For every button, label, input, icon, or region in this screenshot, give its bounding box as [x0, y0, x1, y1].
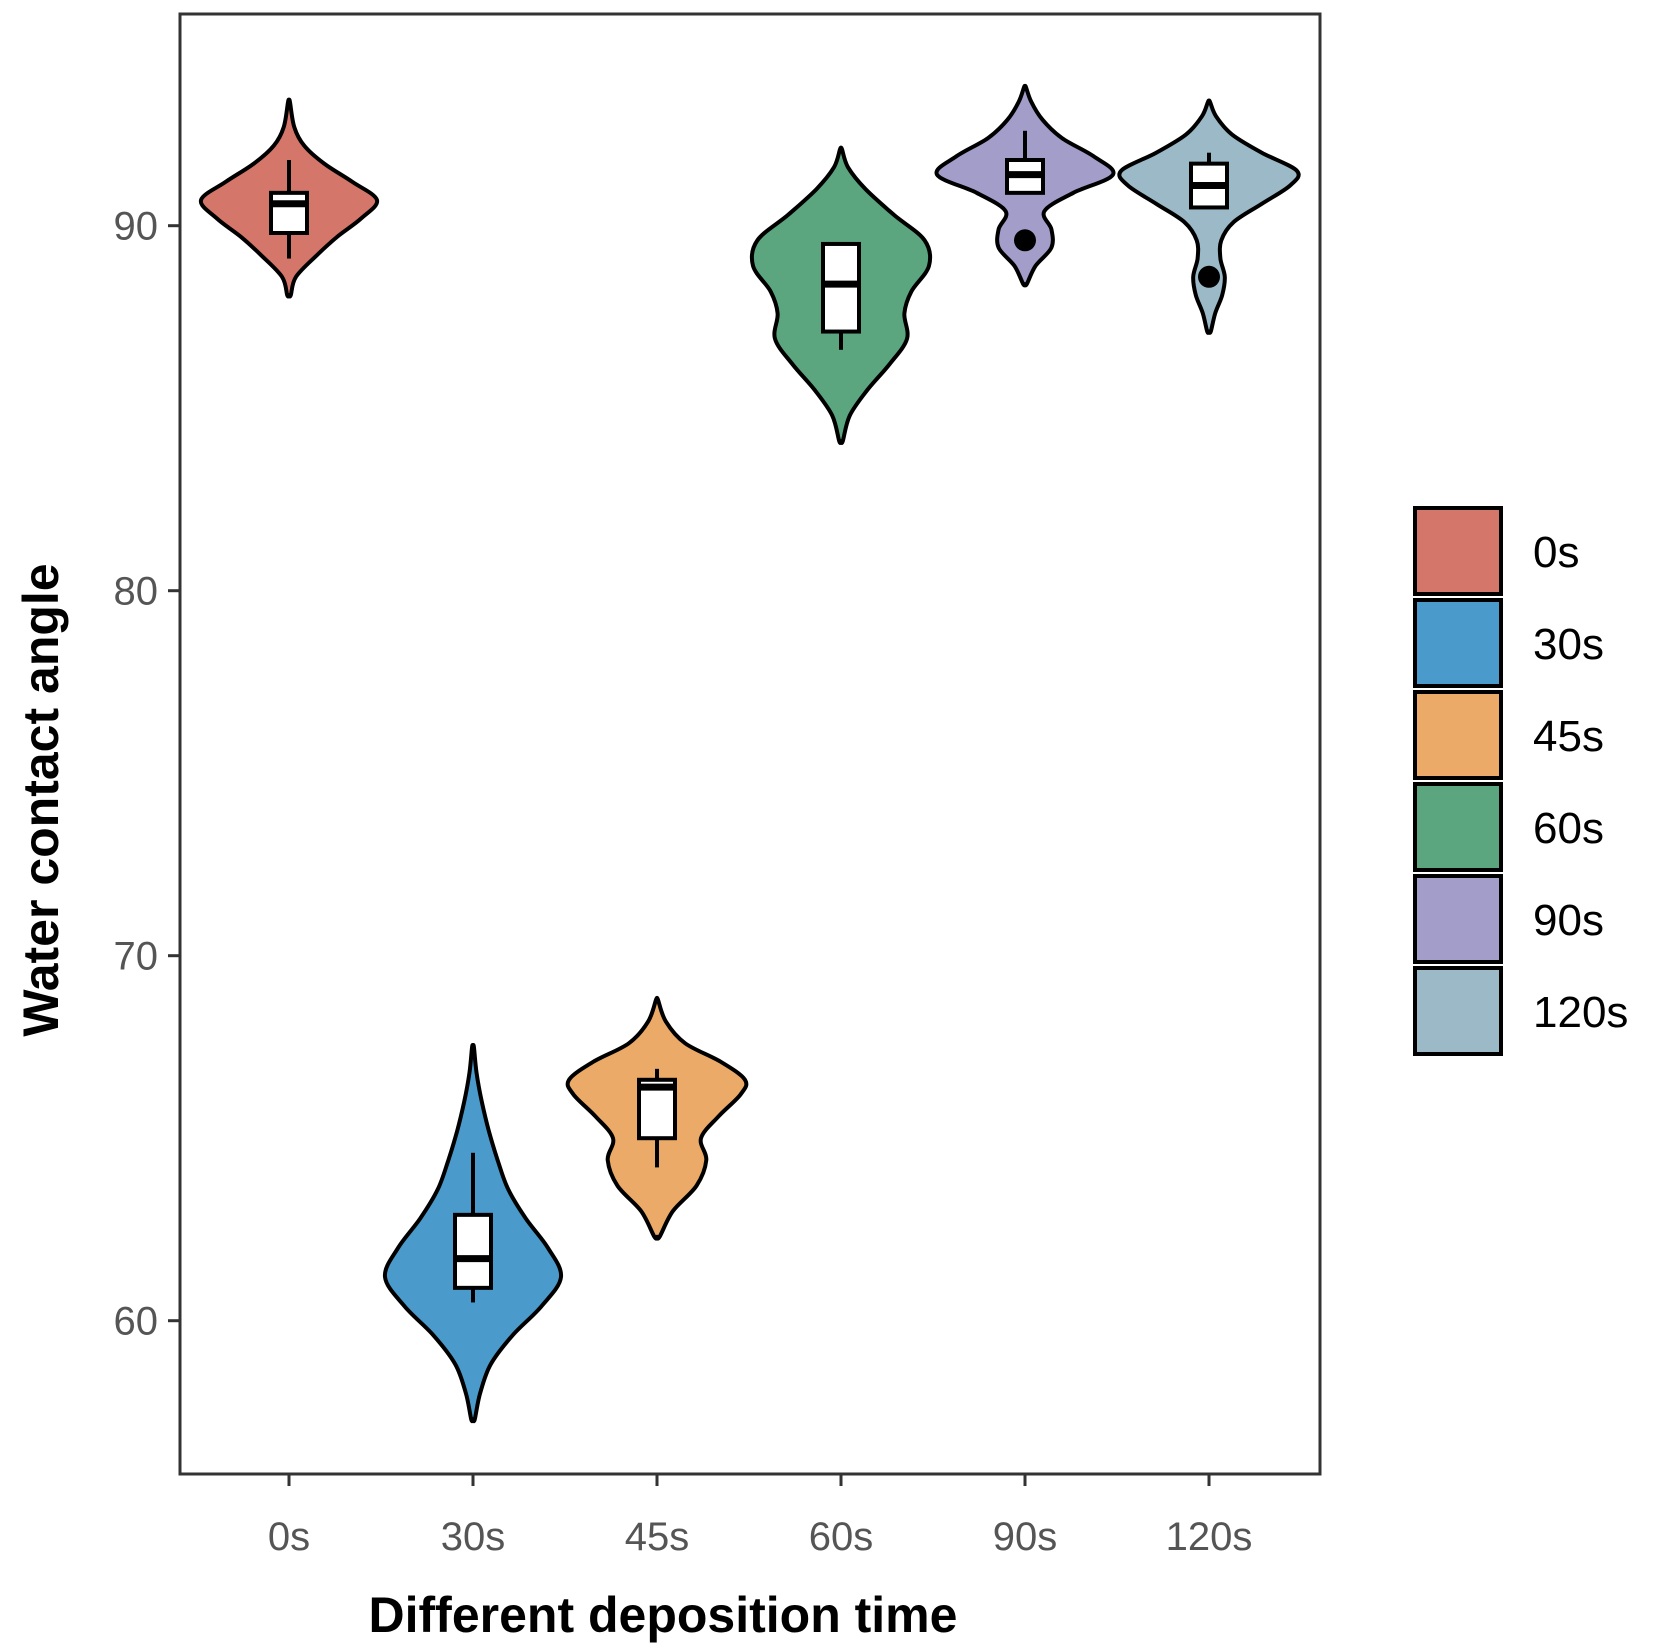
- x-tick-label-45s: 45s: [625, 1515, 690, 1559]
- box-0s: [269, 190, 309, 236]
- legend-label-0s: 0s: [1533, 528, 1579, 577]
- box-30s: [453, 1212, 493, 1290]
- legend-key-0s: [1413, 506, 1503, 596]
- y-tick-label-60: 60: [114, 1300, 159, 1344]
- y-axis: 60 70 80 90: [114, 205, 180, 1344]
- x-tick-label-120s: 120s: [1166, 1515, 1253, 1559]
- legend-label-90s: 90s: [1533, 896, 1604, 945]
- y-tick-label-70: 70: [114, 935, 159, 979]
- x-tick-label-30s: 30s: [441, 1515, 506, 1559]
- plot-background: [180, 14, 1320, 1474]
- x-axis-title: Different deposition time: [369, 1587, 958, 1643]
- legend-key-90s: [1413, 874, 1503, 964]
- y-axis-title: Water contact angle: [13, 563, 69, 1036]
- x-axis: 0s 30s 45s 60s 90s 120s: [268, 1474, 1253, 1559]
- legend-label-45s: 45s: [1533, 712, 1604, 761]
- outlier-90s-0: [1014, 229, 1036, 252]
- legend-label-120s: 120s: [1533, 988, 1628, 1037]
- legend-key-60s: [1413, 782, 1503, 872]
- legend-label-60s: 60s: [1533, 804, 1604, 853]
- x-tick-label-0s: 0s: [268, 1515, 310, 1559]
- outlier-120s-0: [1198, 265, 1220, 288]
- x-tick-label-90s: 90s: [993, 1515, 1058, 1559]
- plot-panel-border: [178, 12, 1322, 1476]
- x-tick-label-60s: 60s: [809, 1515, 874, 1559]
- legend: 0s 30s 45s 60s 90s 120s: [1413, 506, 1628, 1056]
- y-tick-label-80: 80: [114, 570, 159, 614]
- violin-120s: [1117, 98, 1301, 335]
- legend-label-30s: 30s: [1533, 620, 1604, 669]
- legend-key-120s: [1413, 966, 1503, 1056]
- box-60s: [821, 241, 861, 334]
- legend-key-30s: [1413, 598, 1503, 688]
- y-tick-label-90: 90: [114, 205, 159, 249]
- boxplots-layer: [269, 130, 1229, 1303]
- legend-key-45s: [1413, 690, 1503, 780]
